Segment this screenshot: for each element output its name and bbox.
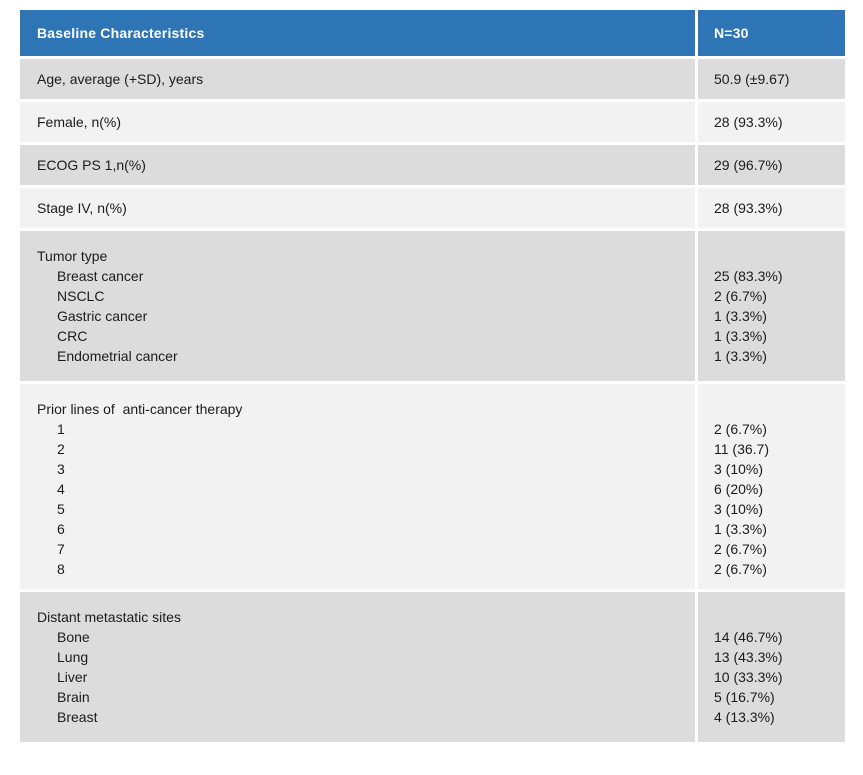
group-item-value: 3 (10%): [714, 501, 764, 517]
group-item-value: 1 (3.3%): [714, 348, 767, 364]
group-item-value: 5 (16.7%): [714, 689, 775, 705]
header-count-cell: N=30: [695, 10, 845, 56]
group-item-value: 13 (43.3%): [714, 649, 783, 665]
group-item-value: 10 (33.3%): [714, 669, 783, 685]
row-label: Age, average (+SD), years: [37, 71, 204, 87]
group-item-label: Breast: [57, 709, 98, 725]
group-item-value: 2 (6.7%): [714, 541, 767, 557]
group-item-value: 2 (6.7%): [714, 561, 767, 577]
group-item-value: 4 (13.3%): [714, 709, 775, 725]
table-row-prior-lines: Prior lines of anti-cancer therapy 1 2 3…: [20, 384, 845, 589]
table-row-age: Age, average (+SD), years 50.9 (±9.67): [20, 59, 845, 99]
group-item-label: 3: [57, 461, 65, 477]
row-label: Female, n(%): [37, 114, 122, 130]
group-item-label: Breast cancer: [57, 268, 144, 284]
group-item-label: 1: [57, 421, 65, 437]
group-item-label: Endometrial cancer: [57, 348, 178, 364]
group-item-value: 14 (46.7%): [714, 629, 783, 645]
row-value: 28 (93.3%): [714, 200, 783, 216]
table-title: Baseline Characteristics: [37, 25, 205, 41]
group-item-value: 2 (6.7%): [714, 421, 767, 437]
group-label: Distant metastatic sites: [37, 609, 181, 625]
group-item-label: Lung: [57, 649, 89, 665]
table-row-distant-mets: Distant metastatic sites Bone Lung Liver…: [20, 592, 845, 742]
group-item-label: 7: [57, 541, 65, 557]
row-value: 29 (96.7%): [714, 157, 783, 173]
group-item-label: Bone: [57, 629, 90, 645]
header-row: Baseline Characteristics N=30: [20, 10, 845, 56]
header-label-cell: Baseline Characteristics: [20, 10, 695, 56]
group-item-label: 8: [57, 561, 65, 577]
group-item-label: 2: [57, 441, 65, 457]
group-item-value: 3 (10%): [714, 461, 764, 477]
row-value: 50.9 (±9.67): [714, 71, 790, 87]
table-row-ecog: ECOG PS 1,n(%) 29 (96.7%): [20, 145, 845, 185]
group-label: Prior lines of anti-cancer therapy: [37, 401, 243, 417]
table-row-female: Female, n(%) 28 (93.3%): [20, 102, 845, 142]
table-row-stage: Stage IV, n(%) 28 (93.3%): [20, 188, 845, 228]
group-item-label: NSCLC: [57, 288, 105, 304]
group-item-label: CRC: [57, 328, 88, 344]
group-item-value: 6 (20%): [714, 481, 764, 497]
row-label: Stage IV, n(%): [37, 200, 127, 216]
group-item-label: Brain: [57, 689, 90, 705]
group-item-label: 4: [57, 481, 65, 497]
group-item-value: 11 (36.7): [714, 441, 769, 457]
spacer-line: [714, 246, 845, 266]
row-value: 28 (93.3%): [714, 114, 783, 130]
group-item-label: 6: [57, 521, 65, 537]
baseline-characteristics-table: Baseline Characteristics N=30 Age, avera…: [20, 10, 845, 742]
table-row-tumor-type: Tumor type Breast cancer NSCLC Gastric c…: [20, 231, 845, 381]
group-item-value: 25 (83.3%): [714, 268, 783, 284]
group-item-label: 5: [57, 501, 65, 517]
sample-size: N=30: [714, 25, 749, 41]
row-label: ECOG PS 1,n(%): [37, 157, 146, 173]
spacer-line: [714, 607, 845, 627]
spacer-line: [714, 399, 845, 419]
group-item-label: Liver: [57, 669, 88, 685]
group-item-value: 1 (3.3%): [714, 308, 767, 324]
group-item-label: Gastric cancer: [57, 308, 148, 324]
group-label: Tumor type: [37, 248, 108, 264]
group-item-value: 1 (3.3%): [714, 328, 767, 344]
group-item-value: 1 (3.3%): [714, 521, 767, 537]
group-item-value: 2 (6.7%): [714, 288, 767, 304]
